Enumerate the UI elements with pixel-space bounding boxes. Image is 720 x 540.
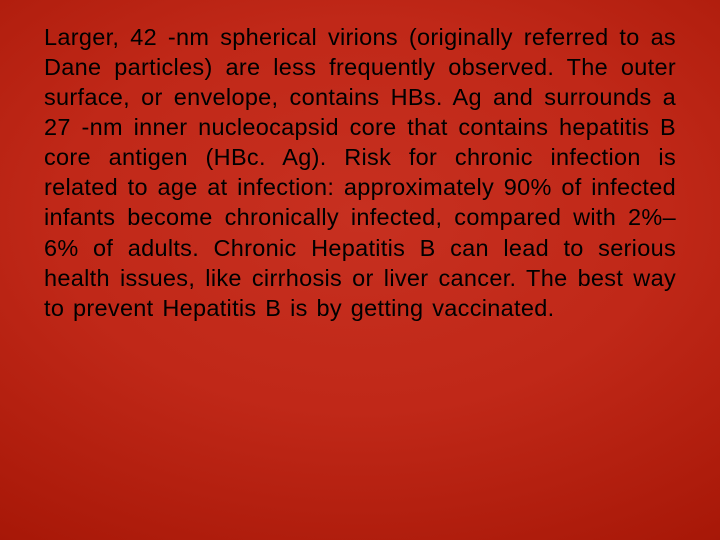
slide-container: Larger, 42 -nm spherical virions (origin… — [0, 0, 720, 540]
slide-body-text: Larger, 42 -nm spherical virions (origin… — [44, 22, 676, 323]
